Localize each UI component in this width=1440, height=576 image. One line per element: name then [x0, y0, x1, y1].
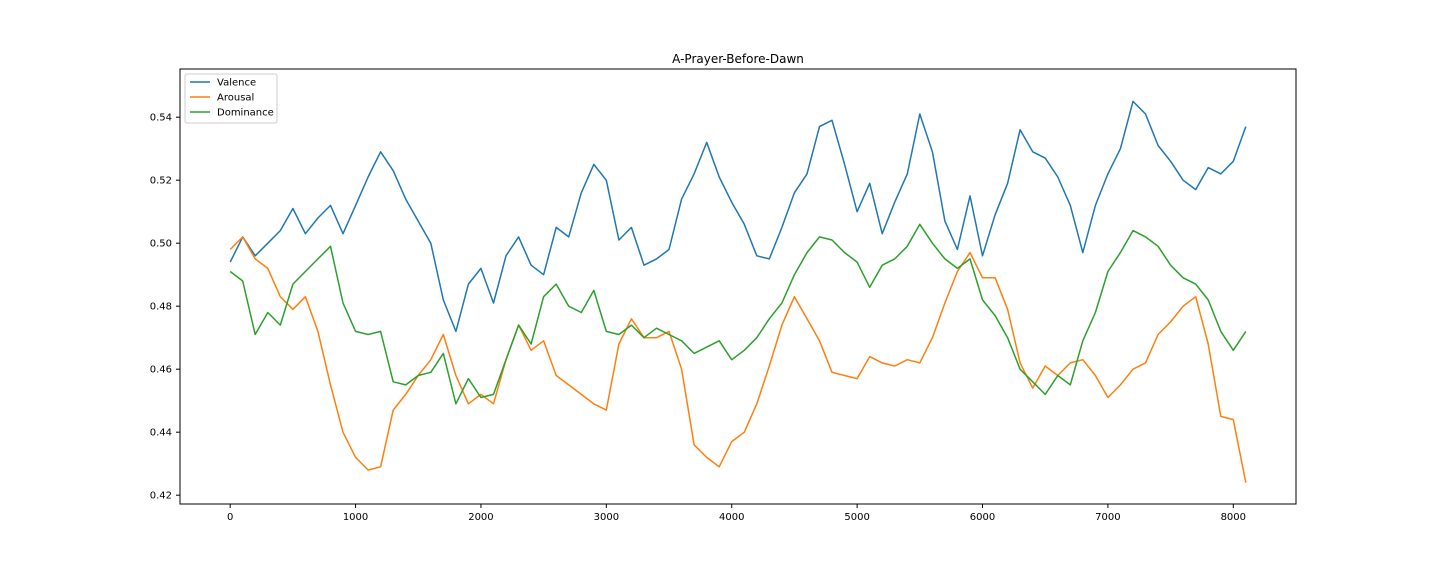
x-tick-label: 3000 [594, 512, 619, 523]
y-tick-label: 0.52 [150, 176, 172, 187]
legend-label-dominance: Dominance [217, 108, 274, 119]
y-tick-label: 0.48 [150, 302, 172, 313]
y-tick-label: 0.42 [150, 491, 172, 502]
y-tick-label: 0.54 [150, 113, 172, 124]
x-tick-label: 8000 [1221, 512, 1246, 523]
x-tick-label: 1000 [343, 512, 368, 523]
y-tick-label: 0.44 [150, 428, 172, 439]
x-tick-label: 4000 [719, 512, 744, 523]
x-tick-label: 0 [227, 512, 233, 523]
legend-label-valence: Valence [217, 78, 256, 89]
y-tick-label: 0.46 [150, 365, 172, 376]
x-tick-label: 7000 [1095, 512, 1120, 523]
y-tick-label: 0.50 [150, 239, 172, 250]
x-tick-label: 5000 [844, 512, 869, 523]
x-tick-label: 6000 [970, 512, 995, 523]
legend-label-arousal: Arousal [217, 93, 254, 104]
chart-title: A-Prayer-Before-Dawn [672, 52, 804, 66]
x-tick-label: 2000 [468, 512, 493, 523]
plot-area [180, 69, 1296, 504]
